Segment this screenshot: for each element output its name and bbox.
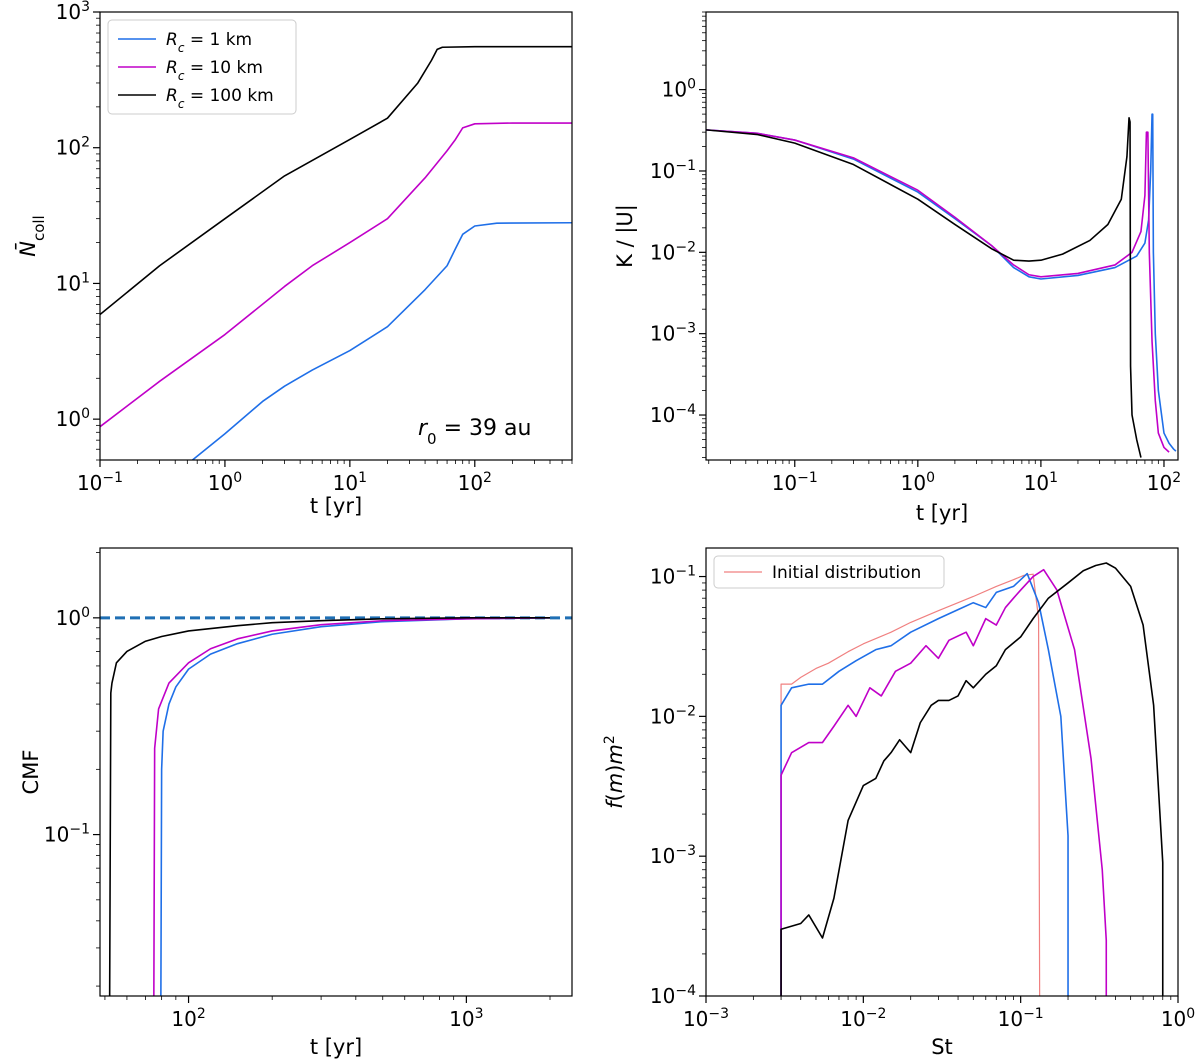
y-tick-label: 102 bbox=[56, 135, 90, 160]
series-line-r-c-10-km bbox=[706, 129, 1170, 453]
series-line-r-c-100-km bbox=[100, 45, 572, 316]
y-tick-label: 100 bbox=[56, 605, 90, 630]
y-tick-label: 10−4 bbox=[650, 983, 696, 1008]
y-tick-label: 10−1 bbox=[650, 564, 696, 589]
y-axis-label: N̄coll bbox=[15, 215, 48, 256]
legend: Rc = 1 km Rc = 10 km Rc = 100 km bbox=[107, 19, 297, 115]
series-line-r-c-100-km bbox=[706, 117, 1142, 458]
legend-label-10km: Rc = 10 km bbox=[166, 58, 263, 83]
y-tick-label: 10−2 bbox=[650, 239, 696, 264]
panel-cmf: 102 103 10−1 100 t [yr] CMF bbox=[19, 547, 573, 1059]
plot-frame bbox=[705, 547, 1179, 997]
legend-label-100km: Rc = 100 km bbox=[166, 86, 274, 111]
legend-label-1km: Rc = 1 km bbox=[166, 30, 252, 55]
series-line-r-c-1-km bbox=[160, 617, 551, 996]
plot-area bbox=[780, 562, 1164, 996]
y-tick-label: 10−2 bbox=[650, 703, 696, 728]
r0-annotation: r0 = 39 au bbox=[418, 416, 531, 448]
x-axis-label: t [yr] bbox=[916, 501, 968, 525]
x-tick-label: 10−3 bbox=[683, 1006, 729, 1031]
series-line-r-c-10-km bbox=[780, 568, 1108, 996]
plot-frame bbox=[99, 11, 573, 461]
y-axis-label: CMF bbox=[19, 750, 43, 795]
y-tick-label: 100 bbox=[56, 406, 90, 431]
y-tick-label: 10−1 bbox=[650, 158, 696, 183]
x-axis-label: St bbox=[931, 1035, 953, 1059]
plot-frame bbox=[99, 547, 573, 997]
x-tick-label: 100 bbox=[1161, 1006, 1195, 1031]
y-tick-label: 103 bbox=[56, 0, 90, 24]
x-tick-label: 100 bbox=[208, 470, 242, 495]
x-tick-label: 101 bbox=[333, 470, 367, 495]
x-tick-label: 102 bbox=[1147, 470, 1181, 495]
plot-frame bbox=[705, 11, 1179, 461]
y-axis-label: K / |U| bbox=[613, 204, 638, 268]
x-tick-label: 10−1 bbox=[998, 1006, 1044, 1031]
x-tick-label: 10−1 bbox=[772, 470, 818, 495]
plot-area bbox=[706, 113, 1177, 458]
legend-box bbox=[107, 19, 297, 115]
y-tick-label: 10−3 bbox=[650, 843, 696, 868]
y-axis-label: f(m)m2 bbox=[602, 735, 627, 809]
y-tick-label: 100 bbox=[662, 77, 696, 102]
series-line-r-c-10-km bbox=[100, 122, 572, 428]
legend-label-initial: Initial distribution bbox=[772, 563, 921, 583]
plot-area bbox=[100, 616, 572, 996]
legend-box bbox=[713, 555, 945, 589]
x-tick-label: 102 bbox=[171, 1006, 205, 1031]
series-line-r-c-1-km bbox=[780, 572, 1069, 996]
x-tick-label: 10−2 bbox=[840, 1006, 886, 1031]
y-tick-label: 10−4 bbox=[650, 402, 696, 427]
x-axis-label: t [yr] bbox=[310, 494, 362, 518]
x-tick-label: 102 bbox=[458, 470, 492, 495]
x-tick-label: 100 bbox=[901, 470, 935, 495]
series-line-r-c-100-km bbox=[780, 562, 1164, 996]
series-line-r-c-100-km bbox=[108, 617, 550, 996]
legend: Initial distribution bbox=[713, 555, 945, 589]
series-line-r-c-1-km bbox=[706, 113, 1177, 452]
y-tick-label: 101 bbox=[56, 270, 90, 295]
series-line-r-c-10-km bbox=[153, 617, 551, 996]
y-tick-label: 10−1 bbox=[44, 822, 90, 847]
x-axis-label: t [yr] bbox=[310, 1035, 362, 1059]
x-tick-label: 10−1 bbox=[77, 470, 123, 495]
plot-area bbox=[100, 45, 572, 460]
x-tick-label: 101 bbox=[1024, 470, 1058, 495]
x-tick-label: 103 bbox=[449, 1006, 483, 1031]
y-tick-label: 10−3 bbox=[650, 321, 696, 346]
series-line-initial-distribution bbox=[780, 573, 1041, 996]
series-line-r-c-1-km bbox=[191, 221, 572, 460]
